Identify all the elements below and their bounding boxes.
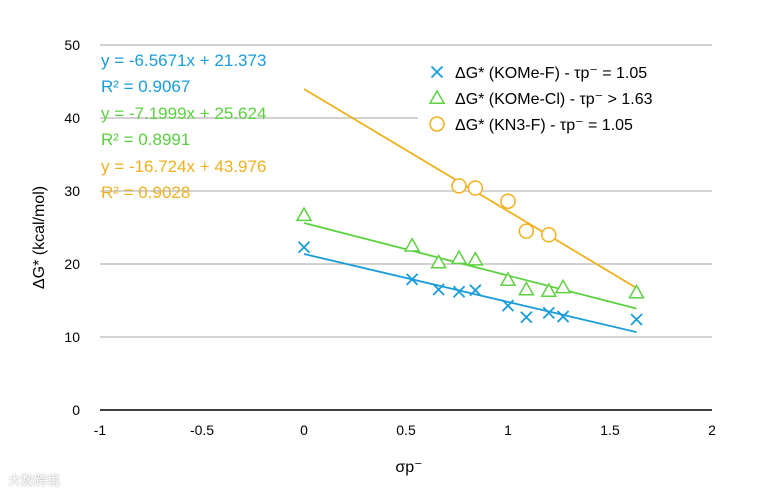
y-axis-title: ΔG* (kcal/mol) — [31, 186, 48, 289]
data-point — [518, 223, 535, 239]
legend-label: ΔG* (KN3-F) - τp⁻ = 1.05 — [455, 117, 633, 134]
data-point — [450, 249, 468, 265]
data-point — [556, 310, 570, 323]
data-point — [540, 282, 558, 298]
trendline — [303, 222, 637, 310]
data-point — [554, 278, 572, 294]
x-tick-label: -0.5 — [190, 422, 214, 438]
data-point — [469, 284, 482, 297]
legend: ΔG* (KOMe-F) - τp⁻ = 1.05 ΔG* (KOMe-Cl) -… — [418, 56, 713, 140]
data-point — [403, 237, 421, 252]
legend-label: ΔG* (KOMe-F) - τp⁻ = 1.05 — [455, 65, 647, 82]
data-point — [520, 311, 533, 324]
data-point — [500, 193, 516, 209]
legend-marker — [430, 65, 444, 79]
trendline-equation: y = -16.724x + 43.976 — [101, 157, 266, 176]
legend-label: ΔG* (KOMe-Cl) - τp⁻ > 1.63 — [455, 91, 653, 108]
x-tick-label: 1 — [504, 422, 512, 438]
data-point — [452, 285, 466, 298]
trendline-equation: y = -7.1999x + 25.624 — [101, 104, 266, 123]
y-tick-label: 40 — [64, 110, 80, 126]
data-point — [430, 254, 447, 269]
data-point — [518, 281, 535, 296]
y-tick-label: 0 — [72, 402, 80, 418]
x-tick-label: 0.5 — [396, 422, 416, 438]
data-point — [405, 273, 419, 286]
trendline-equations: y = -6.5671x + 21.373 R² = 0.9067 y = -7.1… — [101, 51, 266, 202]
x-axis: -1 -0.5 0 0.5 1 1.5 2 — [94, 409, 716, 438]
y-tick-label: 50 — [64, 37, 80, 53]
y-tick-label: 20 — [64, 256, 80, 272]
data-point — [467, 251, 484, 266]
y-axis: 0 10 20 30 40 50 — [64, 37, 80, 418]
data-point — [467, 180, 484, 196]
x-tick-label: -1 — [94, 422, 107, 438]
data-points — [295, 178, 645, 326]
watermark-text: 大数跨境 — [8, 473, 61, 488]
trendline-r-squared: R² = 0.9028 — [101, 183, 190, 202]
legend-marker — [428, 89, 446, 104]
data-point — [542, 306, 555, 320]
x-tick-label: 0 — [300, 422, 308, 438]
data-point — [630, 313, 643, 326]
x-tick-label: 1.5 — [600, 422, 620, 438]
x-tick-label: 2 — [708, 422, 716, 438]
legend-background — [418, 56, 713, 140]
data-point — [295, 206, 313, 222]
data-point — [501, 299, 515, 312]
trendline-equation: y = -6.5671x + 21.373 — [101, 51, 266, 70]
x-axis-title: σp⁻ — [395, 459, 422, 476]
trendline-r-squared: R² = 0.8991 — [101, 130, 190, 149]
data-point — [628, 283, 645, 299]
data-point — [499, 271, 517, 287]
data-point — [297, 241, 311, 254]
y-tick-label: 30 — [64, 183, 80, 199]
data-point — [432, 283, 445, 296]
y-tick-label: 10 — [64, 329, 80, 345]
trendline-r-squared: R² = 0.9067 — [101, 77, 190, 96]
data-point — [541, 227, 557, 243]
legend-marker — [429, 116, 445, 132]
data-point — [451, 178, 467, 194]
trendline — [303, 253, 637, 333]
